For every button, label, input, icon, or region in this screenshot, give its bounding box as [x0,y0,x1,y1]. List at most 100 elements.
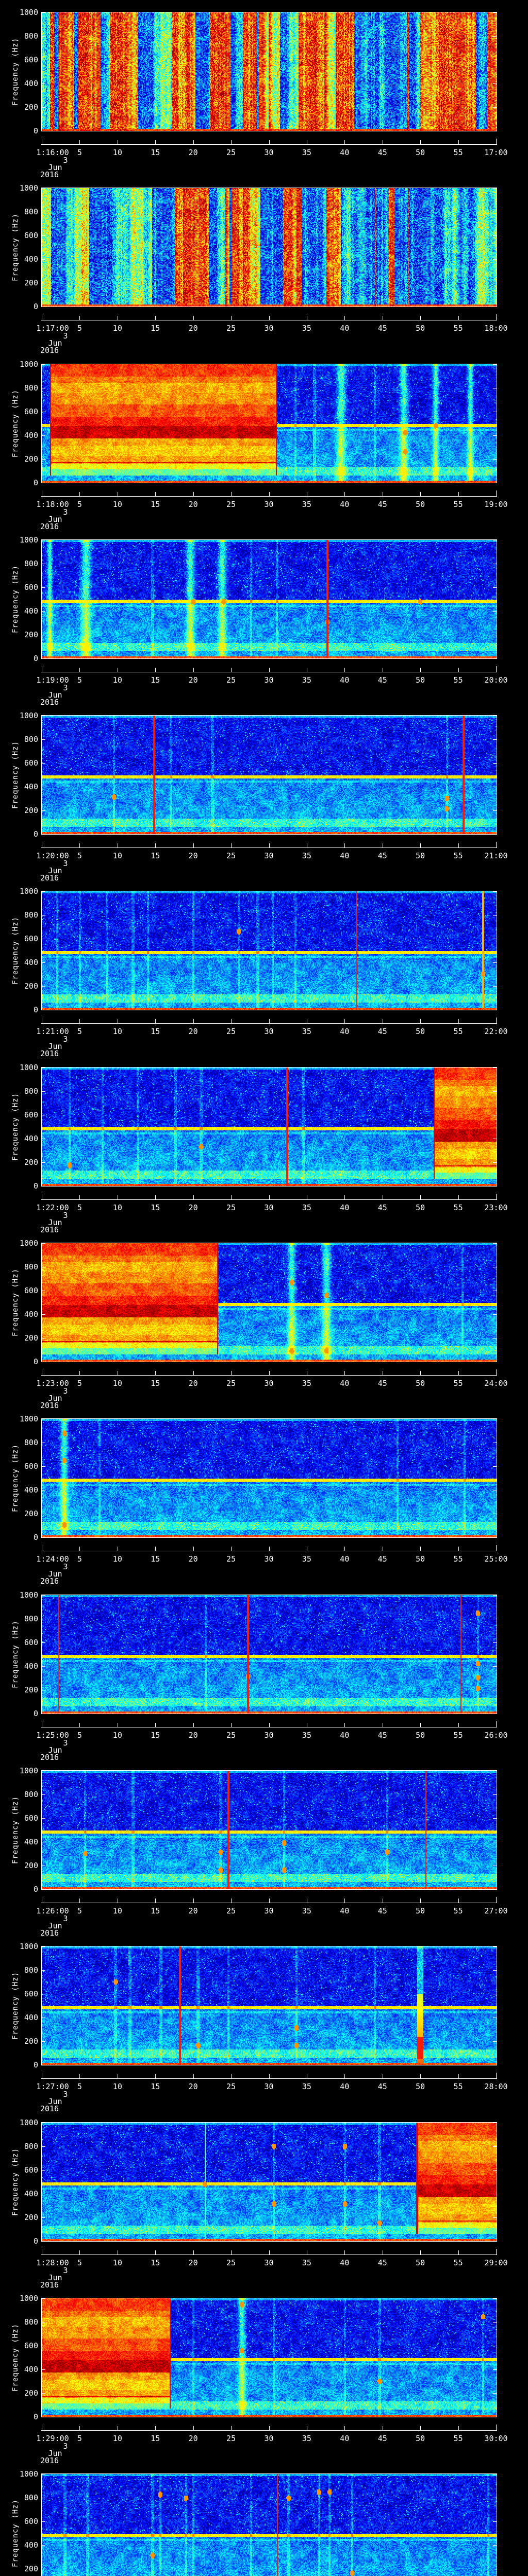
start-time-label: 1:25:00 [36,1730,69,1740]
x-tick-mark [269,316,270,320]
x-tick-label: 5 [77,499,82,509]
x-tick-label: 10 [112,324,122,333]
y-tick-mark [493,2545,497,2546]
x-tick-mark [269,2250,270,2255]
y-tick-label: 800 [24,383,38,393]
x-tick-label: 5 [77,1379,82,1388]
x-tick-mark [496,1896,497,1903]
end-time-label: 28:00 [484,2082,508,2092]
x-tick-label: 55 [453,2258,463,2267]
y-tick-mark [493,364,497,365]
date-month-label: Jun [48,1042,62,1052]
y-tick-mark [42,739,45,740]
x-tick-mark [496,490,497,496]
y-tick-label: 1000 [19,8,38,17]
y-tick-label: 0 [33,1708,38,1718]
x-tick-mark [496,1018,497,1024]
y-tick-label: 0 [33,2060,38,2070]
x-tick-mark [79,2074,80,2079]
y-axis-title: Frequency (Hz) [11,1444,20,1513]
x-tick-label: 35 [302,675,311,685]
x-tick-label: 40 [340,324,350,333]
y-tick-mark [42,2146,45,2147]
x-tick-label: 5 [77,1202,82,1212]
x-tick-label: 5 [77,2258,82,2267]
end-time-label: 19:00 [484,499,508,509]
x-axis-line [41,2430,497,2431]
x-tick-mark [193,2426,194,2430]
y-tick-label: 400 [24,958,38,968]
x-tick-label: 30 [264,324,274,333]
y-tick-mark [42,1537,45,1538]
spectrogram-panel: Frequency (Hz) 1000 800 600 400 200 0 5 10 15 20 25… [0,352,528,531]
y-tick-mark [42,2521,45,2522]
y-tick-label: 1000 [19,183,38,193]
x-tick-mark [496,1369,497,1376]
x-tick-mark [193,667,194,672]
x-tick-label: 20 [188,675,198,685]
y-axis-title: Frequency (Hz) [11,2323,20,2392]
end-time-label: 30:00 [484,2433,508,2443]
x-tick-label: 20 [188,851,198,861]
x-tick-mark [231,2426,232,2430]
x-tick-label: 35 [302,1202,311,1212]
x-tick-label: 45 [377,499,387,509]
x-tick-mark [193,1722,194,1727]
x-tick-label: 35 [302,2258,311,2267]
end-time-label: 18:00 [484,324,508,333]
x-tick-label: 45 [377,148,387,157]
end-time-label: 27:00 [484,1906,508,1916]
y-tick-label: 600 [24,1110,38,1120]
x-axis-line [41,144,497,145]
x-tick-mark [458,316,459,320]
y-tick-mark [493,1595,497,1596]
y-tick-mark [42,2241,45,2242]
y-tick-mark [493,459,497,460]
y-tick-mark [42,891,45,892]
x-tick-label: 45 [377,1379,387,1388]
y-tick-mark [493,1067,497,1068]
y-tick-label: 600 [24,2341,38,2350]
x-tick-label: 15 [151,2082,160,2092]
y-tick-mark [493,2474,497,2475]
date-day-label: 3 [63,2090,68,2099]
start-time-label: 1:29:00 [36,2433,69,2443]
x-tick-mark [420,1722,421,1727]
x-tick-mark [79,1898,80,1903]
x-tick-mark [155,1195,156,1199]
start-time-label: 1:24:00 [36,1554,69,1564]
y-tick-label: 400 [24,255,38,264]
start-time-label: 1:21:00 [36,1027,69,1037]
x-tick-mark [458,2426,459,2430]
x-tick-label: 50 [416,1027,425,1037]
y-tick-label: 800 [24,558,38,568]
x-tick-mark [420,1547,421,1551]
y-tick-mark [42,2041,45,2042]
x-tick-label: 50 [416,851,425,861]
y-tick-mark [42,1185,45,1187]
date-day-label: 3 [63,1913,68,1923]
x-tick-mark [344,2074,345,2079]
x-tick-label: 55 [453,499,463,509]
x-tick-label: 50 [416,1730,425,1740]
x-tick-label: 20 [188,499,198,509]
y-tick-label: 400 [24,2013,38,2023]
date-year-label: 2016 [40,1928,59,1938]
x-tick-label: 45 [377,1906,387,1916]
x-tick-label: 20 [188,1906,198,1916]
y-tick-label: 0 [33,126,38,135]
y-tick-mark [493,986,497,987]
x-tick-mark [458,1547,459,1551]
spectrogram-panel: Frequency (Hz) 1000 800 600 400 200 0 5 10 15 20 25… [0,1406,528,1585]
y-tick-mark [42,1889,45,1890]
x-tick-label: 30 [264,2258,274,2267]
spectrogram-canvas [42,1595,497,1714]
y-tick-label: 600 [24,1286,38,1296]
y-tick-mark [493,235,497,236]
y-axis-title: Frequency (Hz) [11,565,20,633]
x-tick-label: 20 [188,1730,198,1740]
y-axis-title: Frequency (Hz) [11,1620,20,1688]
date-month-label: Jun [48,1217,62,1227]
date-day-label: 3 [63,1386,68,1396]
y-tick-label: 0 [33,478,38,487]
